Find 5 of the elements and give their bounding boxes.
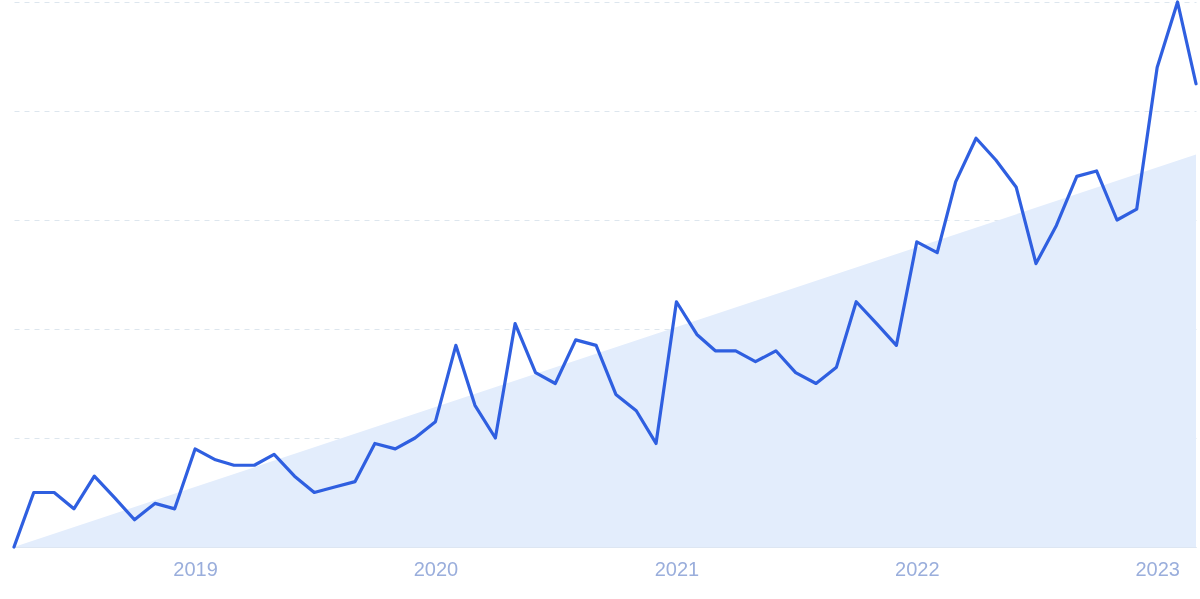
x-tick-label: 2019: [173, 557, 218, 580]
x-tick-label: 2022: [895, 557, 940, 580]
x-tick-label: 2021: [654, 557, 700, 580]
x-tick-label: 2020: [413, 557, 459, 580]
x-tick-label: 2023: [1135, 557, 1180, 580]
